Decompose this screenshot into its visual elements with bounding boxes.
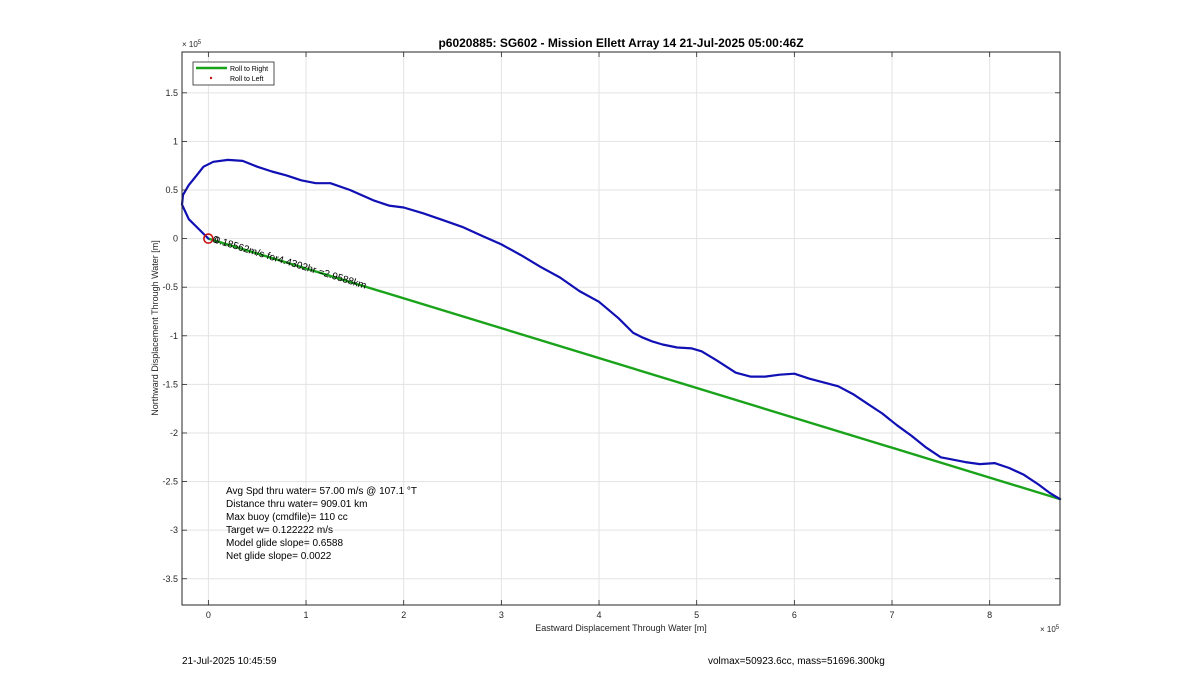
y-tick-label: 0	[173, 234, 178, 244]
y-tick-label: -0.5	[162, 282, 178, 292]
annotation-prefix: 0	[211, 234, 220, 246]
stat-distance: Distance thru water= 909.01 km	[226, 499, 367, 510]
legend: Roll to Right Roll to Left	[192, 61, 275, 86]
legend-label-roll-to-left: Roll to Left	[230, 76, 264, 83]
svg-text:00.18562m/s for4.4302hr =2.958: 00.18562m/s for4.4302hr =2.9588km	[211, 234, 367, 291]
y-tick-label: -1.5	[162, 379, 178, 389]
plot-traces	[180, 158, 1062, 501]
stat-avg-speed: Avg Spd thru water= 57.00 m/s @ 107.1 °T	[226, 486, 417, 497]
y-exponent: × 105	[182, 40, 202, 49]
y-tick-label: -2	[170, 428, 178, 438]
y-tick-label: 1	[173, 136, 178, 146]
plot-area	[181, 51, 1061, 606]
x-tick-label: 6	[792, 610, 797, 620]
svg-text:× 105: × 105	[1040, 625, 1060, 634]
series-line-roll-to-right	[207, 237, 1062, 501]
axis-ticks: 0 1 2 3 4 5 6 7 8 1.5 1 0.5 0 -0.5 -1 -1.5 -2 -2.5 -3 -3.5	[162, 52, 1060, 620]
x-tick-label: 1	[304, 610, 309, 620]
y-tick-label: -2.5	[162, 477, 178, 487]
y-tick-label: 1.5	[165, 88, 178, 98]
x-tick-label: 3	[499, 610, 504, 620]
start-marker	[203, 233, 214, 244]
x-tick-label: 8	[987, 610, 992, 620]
annotation-text: 0.18562m/s for4.4302hr =2.9588km	[213, 235, 368, 292]
stat-target-w: Target w= 0.122222 m/s	[226, 525, 333, 536]
series-line-track	[180, 158, 1062, 501]
stat-max-buoy: Max buoy (cmdfile)= 110 cc	[226, 512, 348, 523]
x-axis-label: Eastward Displacement Through Water [m]	[535, 623, 707, 633]
chart-title: p6020885: SG602 - Mission Ellett Array 1…	[438, 36, 803, 50]
stat-model-glide: Model glide slope= 0.6588	[226, 538, 343, 549]
stat-net-glide: Net glide slope= 0.0022	[226, 551, 332, 562]
grid	[182, 52, 1060, 605]
x-exponent: × 105	[1040, 625, 1060, 634]
y-tick-label: -1	[170, 331, 178, 341]
speed-annotation: 00.18562m/s for4.4302hr =2.9588km	[211, 234, 367, 291]
stats-box: Avg Spd thru water= 57.00 m/s @ 107.1 °T…	[226, 486, 417, 562]
footer-timestamp: 21-Jul-2025 10:45:59	[182, 656, 277, 667]
legend-label-roll-to-right: Roll to Right	[230, 66, 268, 73]
y-axis-label: Northward Displacement Through Water [m]	[150, 240, 160, 416]
legend-swatch-roll-to-left	[209, 76, 213, 80]
x-tick-label: 0	[206, 610, 211, 620]
x-tick-label: 5	[694, 610, 699, 620]
y-tick-label: -3.5	[162, 574, 178, 584]
y-tick-label: 0.5	[165, 185, 178, 195]
x-tick-label: 2	[401, 610, 406, 620]
svg-text:× 105: × 105	[182, 40, 202, 49]
footer-volmax-mass: volmax=50923.6cc, mass=51696.300kg	[708, 656, 885, 667]
x-tick-label: 7	[890, 610, 895, 620]
x-tick-label: 4	[597, 610, 602, 620]
y-tick-label: -3	[170, 525, 178, 535]
